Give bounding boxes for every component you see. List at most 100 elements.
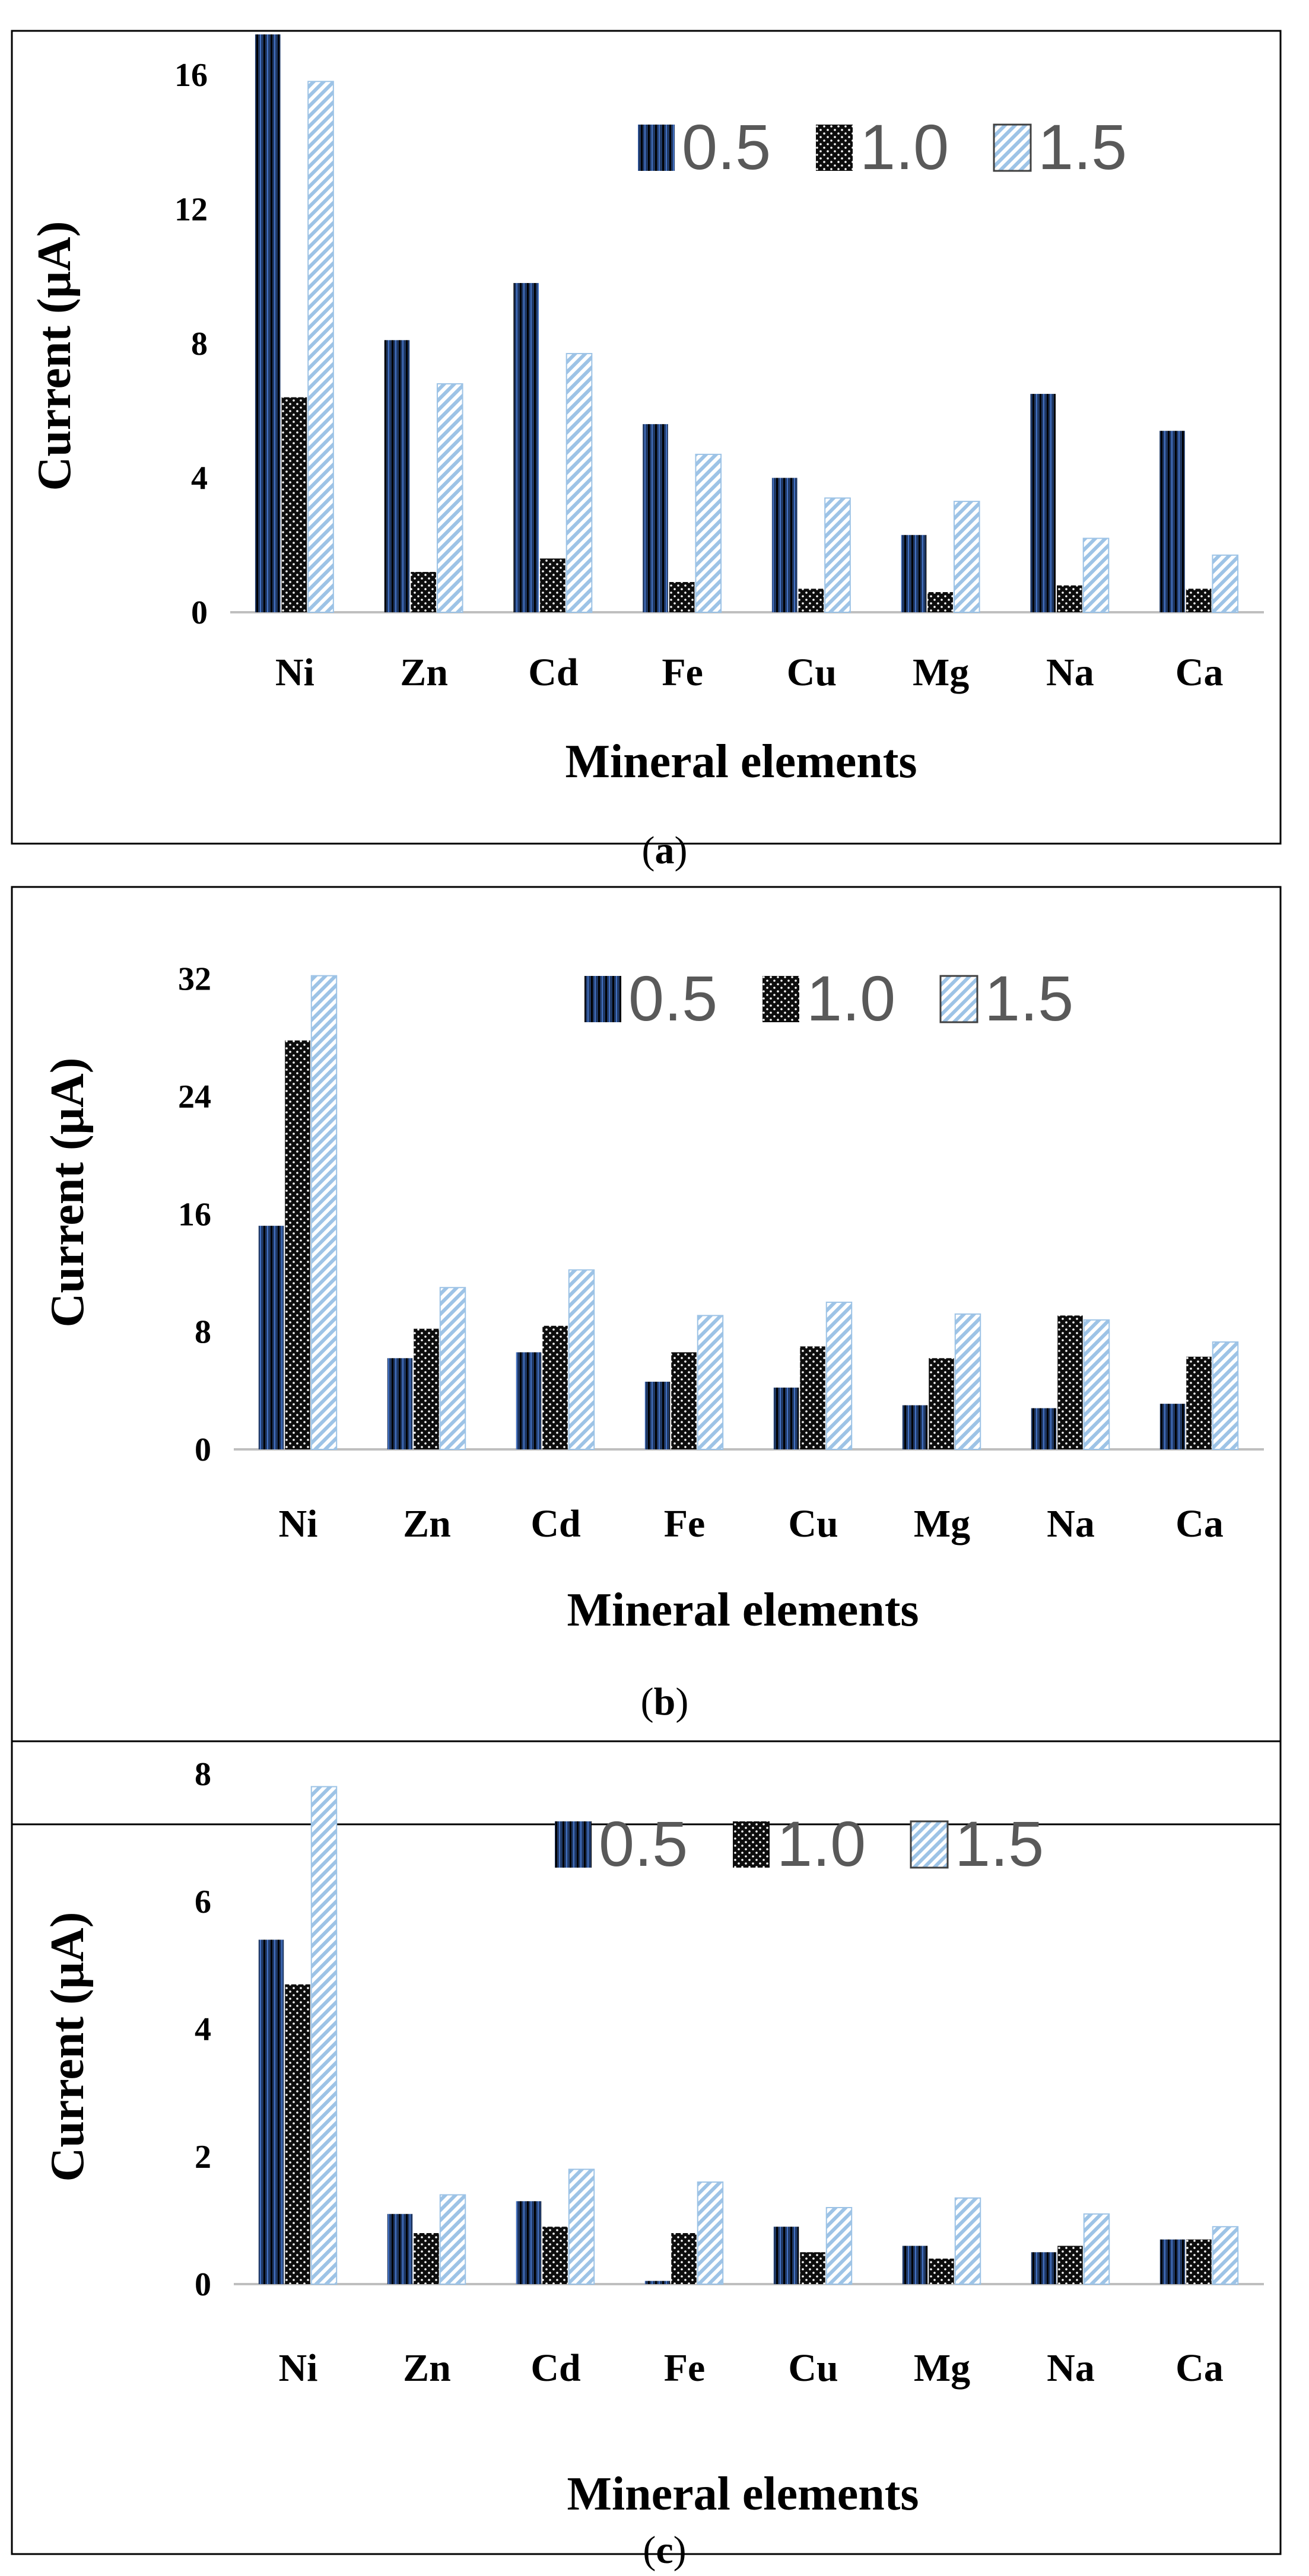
y-tick-label: 8 xyxy=(195,1756,211,1793)
legend-swatch-1_5 xyxy=(939,975,978,1023)
bar-mg-1_0 xyxy=(929,1358,954,1449)
bar-ca-1_0 xyxy=(1186,1356,1212,1449)
x-category-label: Ni xyxy=(279,2346,318,2390)
bar-ni-0_5 xyxy=(258,1226,284,1449)
bar-na-1_5 xyxy=(1082,538,1110,613)
bar-fe-1_0 xyxy=(671,2233,697,2284)
bar-na-1_5 xyxy=(1083,2213,1110,2285)
y-tick-label: 32 xyxy=(178,961,211,998)
y-tick-label: 12 xyxy=(174,191,208,228)
x-category-label: Zn xyxy=(403,2346,451,2390)
y-tick-label: 6 xyxy=(195,1884,211,1920)
bar-ca-0_5 xyxy=(1159,431,1185,612)
bar-fe-1_5 xyxy=(695,453,722,613)
legend-label: 1.5 xyxy=(984,962,1073,1034)
legend-label: 1.5 xyxy=(955,1808,1044,1879)
bar-fe-1_0 xyxy=(671,1352,697,1449)
panel-caption: (b) xyxy=(641,1680,689,1723)
x-category-label: Cd xyxy=(530,2346,580,2390)
legend-swatch-0_5 xyxy=(584,976,621,1022)
bar-ni-0_5 xyxy=(258,1939,284,2284)
bar-na-0_5 xyxy=(1031,2252,1057,2284)
bar-fe-1_5 xyxy=(697,1315,724,1450)
x-axis-title: Mineral elements xyxy=(567,2468,919,2520)
bar-mg-0_5 xyxy=(902,1405,928,1449)
bar-zn-0_5 xyxy=(387,1358,413,1449)
bar-mg-1_5 xyxy=(953,501,980,613)
bar-mg-1_5 xyxy=(954,1313,981,1450)
bar-ca-0_5 xyxy=(1159,2239,1186,2284)
bar-cu-1_0 xyxy=(798,589,824,612)
x-category-label: Mg xyxy=(913,651,969,694)
x-category-label: Ni xyxy=(279,1502,318,1545)
y-tick-label: 0 xyxy=(191,594,208,631)
bar-na-1_0 xyxy=(1057,1315,1083,1449)
bar-zn-1_5 xyxy=(439,2194,466,2285)
legend-swatch-1_0 xyxy=(816,125,853,171)
panel-a: 0 4 8 12 16 Ni Zn Cd Fe Cu Mg Na Ca Mineral elements C… xyxy=(11,30,1282,845)
bar-zn-1_0 xyxy=(414,2233,439,2284)
bar-zn-1_0 xyxy=(411,572,436,612)
bar-cd-0_5 xyxy=(513,283,539,612)
x-category-label: Cd xyxy=(530,1502,580,1545)
bar-cu-0_5 xyxy=(773,1387,799,1449)
bar-cd-1_5 xyxy=(568,2168,595,2285)
y-tick-label: 4 xyxy=(195,2011,211,2048)
bar-mg-1_5 xyxy=(954,2197,981,2285)
x-category-label: Fe xyxy=(664,1502,706,1545)
bar-fe-1_5 xyxy=(697,2181,724,2285)
legend: 0.5 1.0 1.5 xyxy=(555,1808,1044,1879)
x-category-label: Ca xyxy=(1175,651,1224,694)
y-tick-label: 24 xyxy=(178,1079,211,1115)
legend-swatch-0_5 xyxy=(555,1821,592,1868)
legend-label: 0.5 xyxy=(628,962,717,1034)
y-axis-title: Current (μA) xyxy=(42,1912,94,2182)
bar-fe-0_5 xyxy=(643,424,668,612)
bar-zn-1_0 xyxy=(414,1328,439,1449)
y-tick-label: 16 xyxy=(178,1196,211,1233)
bar-cd-1_0 xyxy=(540,558,565,612)
legend-label: 1.0 xyxy=(777,1808,866,1879)
bar-ca-1_0 xyxy=(1186,2239,1212,2284)
bar-ni-1_5 xyxy=(310,975,338,1450)
bar-fe-0_5 xyxy=(644,1381,671,1449)
x-axis-title: Mineral elements xyxy=(565,736,917,788)
legend: 0.5 1.0 1.5 xyxy=(584,962,1073,1034)
bar-cu-0_5 xyxy=(771,478,798,612)
bar-ca-1_5 xyxy=(1212,1341,1239,1450)
bar-na-1_5 xyxy=(1083,1319,1110,1450)
x-category-label: Na xyxy=(1047,2346,1095,2390)
x-category-label: Fe xyxy=(662,651,703,694)
bar-ni-1_0 xyxy=(285,1040,310,1449)
bar-cd-1_0 xyxy=(542,1325,568,1449)
x-category-label: Zn xyxy=(400,651,448,694)
x-category-label: Na xyxy=(1046,651,1094,694)
bar-cd-1_0 xyxy=(542,2227,568,2284)
legend-swatch-1_0 xyxy=(762,976,799,1022)
bar-zn-0_5 xyxy=(384,340,410,612)
x-category-label: Ni xyxy=(275,651,314,694)
y-tick-label: 16 xyxy=(174,57,208,94)
bar-mg-1_0 xyxy=(927,592,953,612)
y-tick-label: 8 xyxy=(191,326,208,362)
x-category-label: Na xyxy=(1047,1502,1095,1545)
bar-cu-1_0 xyxy=(800,1346,825,1449)
x-category-label: Mg xyxy=(914,1502,970,1545)
legend: 0.5 1.0 1.5 xyxy=(638,111,1127,183)
x-category-label: Mg xyxy=(914,2346,970,2390)
bar-ni-1_0 xyxy=(285,1984,310,2284)
panel-frame xyxy=(11,886,1282,1826)
bar-mg-1_0 xyxy=(929,2259,954,2284)
panel-frame xyxy=(11,30,1282,845)
x-category-label: Ca xyxy=(1175,2346,1224,2390)
bar-zn-1_5 xyxy=(439,1287,466,1450)
bar-fe-1_0 xyxy=(669,582,695,612)
bar-ni-1_5 xyxy=(310,1786,338,2285)
bar-na-0_5 xyxy=(1031,1408,1057,1449)
x-category-label: Cd xyxy=(528,651,578,694)
legend-swatch-1_0 xyxy=(733,1821,770,1868)
bar-na-1_0 xyxy=(1057,585,1082,612)
bar-ca-1_5 xyxy=(1212,2226,1239,2285)
bar-cd-0_5 xyxy=(516,1352,542,1449)
